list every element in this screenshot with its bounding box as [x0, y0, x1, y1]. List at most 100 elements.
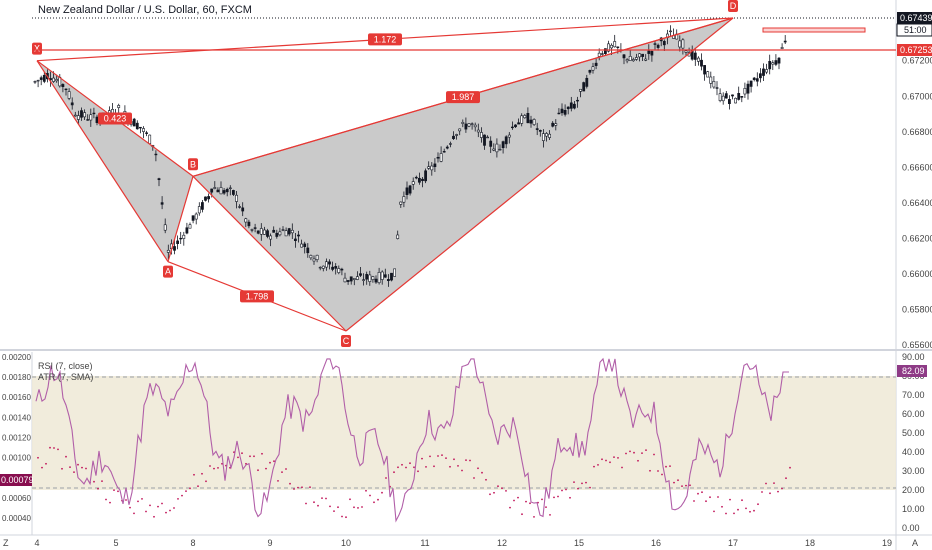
candle-body: [436, 156, 440, 159]
rsi-legend[interactable]: RSI (7, close): [38, 361, 93, 371]
pattern-leg: [345, 17, 734, 332]
atr-dot: [417, 470, 419, 473]
price-axis[interactable]: 0.674000.672000.670000.668000.666000.664…: [902, 20, 932, 350]
level-price-value: 0.67253: [900, 45, 932, 55]
candle-body: [417, 177, 421, 183]
candle-body: [634, 57, 638, 60]
atr-dot: [549, 514, 551, 516]
candle-body: [374, 278, 378, 283]
candle-body: [470, 123, 474, 125]
atr-dot: [101, 480, 103, 482]
harmonic-pattern[interactable]: [37, 18, 733, 331]
candle-body: [241, 207, 245, 212]
target-zone-rect[interactable]: [762, 27, 866, 33]
atr-dot: [501, 487, 503, 490]
candle-body: [532, 119, 536, 125]
candle-body: [201, 202, 204, 210]
ratio-labels: 0.423 1.798 1.987 1.172: [98, 33, 480, 303]
candle-body: [749, 80, 753, 87]
rsi-axis[interactable]: 90.0080.0070.0060.0050.0040.0030.0020.00…: [902, 352, 925, 533]
rsi-tick-label: 10.00: [902, 504, 925, 514]
atr-dot: [253, 455, 255, 458]
atr-dot: [189, 487, 191, 490]
atr-dot: [37, 456, 39, 459]
atr-dot: [497, 485, 499, 488]
atr-dot: [153, 515, 155, 518]
atr-dot: [313, 501, 315, 504]
atr-dot: [177, 498, 179, 500]
atr-dot: [653, 453, 655, 456]
candle-body: [653, 43, 657, 45]
time-axis-left-corner[interactable]: Z: [3, 538, 9, 548]
atr-legend[interactable]: ATR (7, SMA): [38, 372, 93, 382]
atr-value-tag: 0.00079: [0, 474, 34, 486]
pattern-point-label: X: [34, 44, 40, 54]
candle-body: [269, 235, 273, 240]
candle-body: [579, 88, 583, 92]
atr-dot: [333, 510, 335, 512]
pattern-leg: [192, 175, 347, 332]
candle-body: [737, 93, 741, 100]
atr-dot: [109, 501, 111, 504]
candle-body: [42, 74, 46, 82]
candle-body: [352, 278, 356, 280]
candle-body: [61, 84, 65, 87]
candle-body: [315, 254, 319, 260]
atr-dot: [169, 509, 171, 512]
candle-body: [213, 187, 217, 189]
atr-dot: [105, 498, 107, 501]
candle-body: [727, 99, 731, 104]
pattern-triangle-bcd[interactable]: [193, 18, 733, 331]
candle-body: [197, 206, 201, 214]
atr-dot: [733, 512, 735, 515]
candle-body: [445, 146, 449, 149]
candle-body: [275, 232, 279, 237]
atr-dot: [649, 469, 651, 472]
candle-body: [455, 134, 459, 136]
time-axis[interactable]: 4 5 8 9 10 11 12 15 16 17 18 19: [34, 538, 892, 548]
last-price-tag: 0.67439 51:00: [896, 12, 932, 37]
atr-axis[interactable]: 0.00200 0.00180 0.00160 0.00140 0.00120 0.001…: [2, 353, 31, 523]
candle-body: [597, 52, 601, 57]
pattern-triangle-xab[interactable]: [37, 60, 193, 262]
atr-dot: [465, 459, 467, 461]
candle-body: [303, 243, 307, 247]
time-axis-right-corner[interactable]: A: [912, 538, 918, 548]
candle-body: [535, 128, 539, 130]
atr-dot: [321, 497, 323, 499]
atr-dot: [301, 486, 303, 489]
candle-body: [204, 196, 207, 201]
time-tick-label: 18: [805, 538, 815, 548]
atr-dot: [373, 501, 375, 504]
candle-body: [244, 218, 248, 223]
atr-dot: [713, 510, 715, 513]
atr-dot: [317, 504, 319, 507]
atr-dot: [457, 465, 459, 467]
ratio-label: 0.423: [104, 113, 127, 123]
atr-tick-label: 0.00160: [2, 393, 31, 402]
candle-body: [64, 88, 68, 91]
atr-dot: [553, 496, 555, 499]
atr-dot: [481, 471, 483, 474]
pattern-point-badge: [188, 158, 198, 171]
atr-dot: [161, 502, 163, 505]
atr-dot: [273, 460, 275, 463]
candle-body: [625, 59, 629, 62]
atr-dot: [149, 504, 151, 507]
atr-dot: [681, 485, 683, 487]
candle-body: [70, 102, 74, 106]
atr-dot: [545, 506, 547, 508]
rsi-band-background: [32, 376, 896, 490]
atr-dot: [73, 471, 75, 473]
atr-dot: [77, 463, 79, 466]
candle-body: [439, 153, 443, 162]
atr-dot: [757, 503, 759, 506]
atr-dot: [737, 508, 739, 511]
candle-body: [486, 136, 490, 139]
atr-tick-label: 0.00140: [2, 413, 31, 422]
candle-body: [647, 50, 651, 54]
atr-dot: [717, 496, 719, 498]
candle-body: [631, 59, 635, 62]
candle-body: [191, 215, 195, 221]
